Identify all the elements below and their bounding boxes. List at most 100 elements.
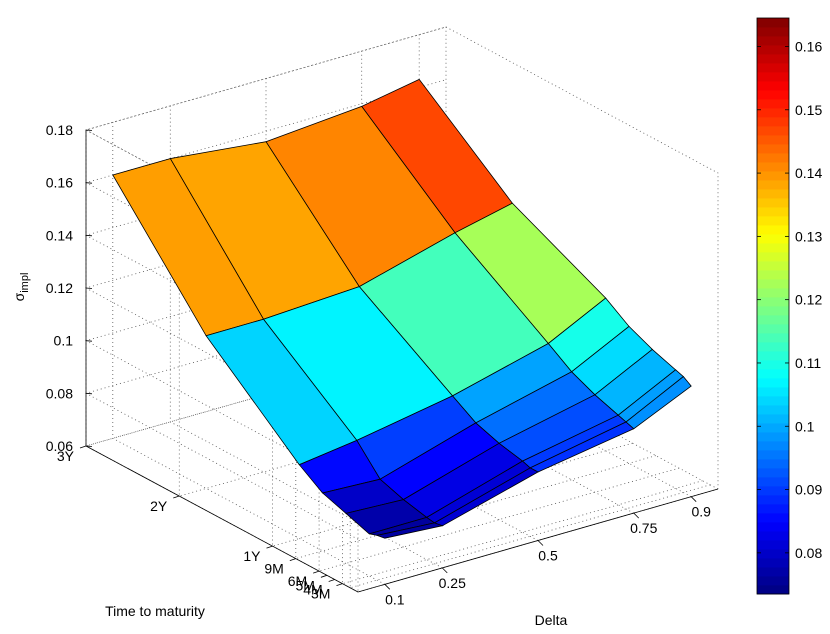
colorbar-band bbox=[757, 72, 789, 82]
z-tick-label: 0.08 bbox=[46, 385, 73, 401]
colorbar-band bbox=[757, 270, 789, 280]
colorbar-tick-label: 0.08 bbox=[795, 545, 822, 561]
colorbar-band bbox=[757, 585, 789, 595]
colorbar-band bbox=[757, 189, 789, 199]
colorbar-band bbox=[757, 549, 789, 559]
x-tick-mark bbox=[537, 540, 544, 546]
colorbar-band bbox=[757, 45, 789, 55]
colorbar-tick-label: 0.13 bbox=[795, 228, 822, 244]
colorbar-band bbox=[757, 477, 789, 487]
colorbar-band bbox=[757, 459, 789, 469]
grid-box-edge bbox=[445, 26, 719, 489]
colorbar-band bbox=[757, 36, 789, 46]
colorbar-band bbox=[757, 288, 789, 298]
z-tick-label: 0.1 bbox=[54, 333, 74, 349]
x-tick-mark bbox=[384, 584, 391, 590]
colorbar-band bbox=[757, 144, 789, 154]
colorbar-band bbox=[757, 108, 789, 118]
y-tick-mark bbox=[173, 495, 180, 499]
colorbar-band bbox=[757, 567, 789, 577]
grid-line-x bbox=[112, 122, 385, 585]
z-tick-mark bbox=[85, 129, 93, 131]
x-tick-mark bbox=[690, 496, 697, 502]
colorbar-band bbox=[757, 234, 789, 244]
colorbar-band bbox=[757, 297, 789, 307]
y-tick-label: 2Y bbox=[150, 498, 168, 514]
colorbar-band bbox=[757, 126, 789, 136]
colorbar-band bbox=[757, 450, 789, 460]
y-axis-title: Time to maturity bbox=[105, 603, 205, 619]
colorbar-band bbox=[757, 432, 789, 442]
colorbar-band bbox=[757, 54, 789, 64]
z-tick-label: 0.16 bbox=[46, 175, 73, 191]
z-axis-title-sub: impl bbox=[19, 273, 31, 293]
colorbar-band bbox=[757, 540, 789, 550]
z-tick-mark bbox=[85, 287, 93, 289]
z-tick-label: 0.14 bbox=[46, 227, 73, 243]
colorbar-band bbox=[757, 387, 789, 397]
y-tick-mark bbox=[320, 574, 328, 578]
colorbar-band bbox=[757, 243, 789, 253]
colorbar-band bbox=[757, 342, 789, 352]
colorbar-band bbox=[757, 99, 789, 109]
y-tick-mark bbox=[79, 445, 87, 449]
colorbar-band bbox=[757, 531, 789, 541]
z-tick-mark bbox=[85, 340, 93, 342]
colorbar: 0.08 0.09 0.1 0.11 0.12 0.13 0.14 0.15 0.16 bbox=[756, 17, 822, 595]
x-tick-label: 0.25 bbox=[439, 575, 466, 591]
y-tick-mark bbox=[313, 570, 320, 574]
y-tick-mark bbox=[336, 583, 343, 587]
colorbar-band bbox=[757, 180, 789, 190]
x-axis-title: Delta bbox=[535, 612, 568, 628]
x-tick-label: 0.1 bbox=[385, 591, 405, 607]
y-tick-label: 1Y bbox=[243, 548, 261, 564]
grid-line-y bbox=[295, 242, 656, 560]
colorbar-tick-label: 0.14 bbox=[795, 165, 822, 181]
colorbar-band bbox=[757, 90, 789, 100]
colorbar-band bbox=[757, 324, 789, 334]
y-tick-mark bbox=[266, 545, 273, 549]
colorbar-band bbox=[757, 486, 789, 496]
grid-line-y bbox=[318, 255, 680, 572]
grid-line-y bbox=[349, 271, 711, 589]
y-tick-label: 5M bbox=[295, 577, 314, 593]
colorbar-tick-label: 0.11 bbox=[795, 355, 821, 371]
colorbar-band bbox=[757, 396, 789, 406]
y-tick-label: 9M bbox=[264, 561, 283, 577]
colorbar-frame bbox=[756, 17, 790, 595]
y-tick-label: 4M bbox=[303, 581, 322, 597]
colorbar-band bbox=[757, 576, 789, 586]
colorbar-band bbox=[757, 522, 789, 532]
colorbar-tick-label: 0.15 bbox=[795, 102, 822, 118]
colorbar-tick-label: 0.12 bbox=[795, 292, 822, 308]
z-tick-mark bbox=[85, 392, 93, 395]
colorbar-band bbox=[757, 81, 789, 91]
y-tick-mark bbox=[328, 579, 335, 582]
x-tick-mark bbox=[633, 512, 640, 519]
colorbar-band bbox=[757, 162, 789, 172]
svg-text:σimpl: σimpl bbox=[11, 273, 31, 302]
colorbar-band bbox=[757, 405, 789, 415]
colorbar-band bbox=[757, 369, 789, 379]
colorbar-band bbox=[757, 135, 789, 145]
grid-line-y bbox=[342, 267, 703, 585]
colorbar-band bbox=[757, 117, 789, 127]
x-tick-mark bbox=[441, 567, 448, 574]
colorbar-band bbox=[757, 441, 789, 451]
y-tick-label: 3M bbox=[311, 586, 330, 602]
colorbar-band bbox=[757, 18, 789, 28]
colorbar-band bbox=[757, 414, 789, 424]
grid-line-x bbox=[169, 105, 443, 569]
y-tick-label: 3Y bbox=[57, 448, 75, 464]
colorbar-band bbox=[757, 315, 789, 325]
colorbar-band bbox=[757, 252, 789, 262]
colorbar-band bbox=[757, 333, 789, 343]
x-tick-label: 0.9 bbox=[691, 504, 711, 520]
y-tick-mark bbox=[289, 558, 296, 562]
colorbar-band bbox=[757, 153, 789, 163]
colorbar-band bbox=[757, 171, 789, 181]
colorbar-band bbox=[757, 306, 789, 316]
colorbar-band bbox=[757, 207, 789, 217]
